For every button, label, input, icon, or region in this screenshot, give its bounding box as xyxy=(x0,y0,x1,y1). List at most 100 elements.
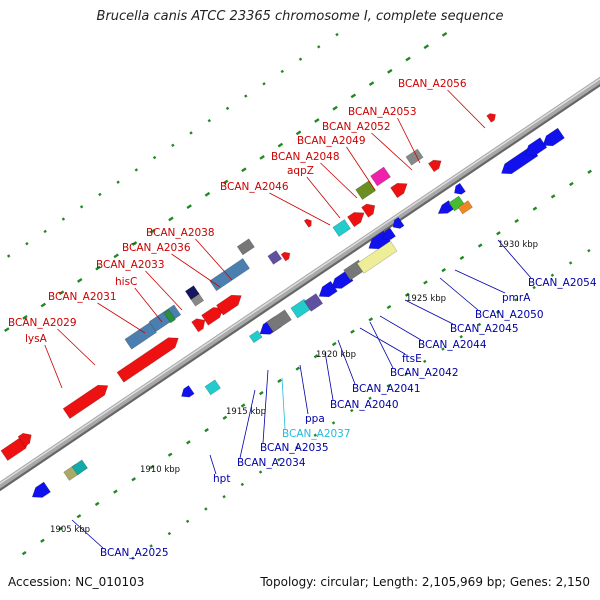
label-connector xyxy=(447,89,486,129)
tick-mark xyxy=(149,228,156,234)
tick-mark xyxy=(317,45,321,49)
label-connector xyxy=(324,351,334,401)
gene-feature xyxy=(181,385,195,398)
tick-mark xyxy=(204,191,211,197)
backbone-line xyxy=(0,76,600,489)
gene-feature xyxy=(332,219,351,237)
tick-mark xyxy=(459,335,463,339)
tick-mark xyxy=(568,261,573,265)
tick-mark xyxy=(149,544,153,548)
tick-mark xyxy=(113,489,118,494)
tick-mark xyxy=(423,359,427,364)
forward-gene-label: hisC xyxy=(115,276,137,288)
tick-mark xyxy=(277,142,284,148)
map-title: Brucella canis ATCC 23365 chromosome I, … xyxy=(96,9,504,24)
gene-feature xyxy=(361,203,376,218)
label-connector xyxy=(359,327,406,355)
tick-mark xyxy=(186,440,191,445)
tick-mark xyxy=(405,56,411,62)
gene-feature xyxy=(116,337,179,383)
gene-feature xyxy=(267,250,283,265)
tick-mark xyxy=(423,44,430,50)
scale-labels: 1905 kbp 1910 kbp 1915 kbp 1920 kbp 1925 kbp… xyxy=(50,240,538,535)
reverse-gene-label: BCAN_A2025 xyxy=(100,547,169,559)
tick-mark xyxy=(76,514,82,519)
gene-feature xyxy=(454,182,466,195)
backbone-highlight xyxy=(0,77,600,485)
tick-mark xyxy=(131,556,135,560)
reverse-gene-label: BCAN_A2054 xyxy=(528,277,597,289)
tick-mark xyxy=(532,206,538,211)
reverse-gene-label: BCAN_A2035 xyxy=(260,442,329,454)
tick-mark xyxy=(350,329,355,334)
tick-mark xyxy=(25,242,29,246)
tick-mark xyxy=(404,371,409,376)
gene-feature xyxy=(347,212,365,228)
gene-feature xyxy=(428,159,442,173)
tick-mark xyxy=(387,68,393,74)
tick-mark xyxy=(61,217,66,221)
forward-gene-label: lysA xyxy=(25,333,48,345)
label-connector xyxy=(454,269,506,294)
tick-mark xyxy=(79,205,84,209)
label-connector xyxy=(346,146,376,191)
tick-mark xyxy=(131,477,136,482)
tick-mark xyxy=(295,366,301,371)
label-connector xyxy=(371,132,413,171)
forward-gene-label: BCAN_A2033 xyxy=(96,259,165,271)
tick-mark xyxy=(550,194,556,199)
tick-mark xyxy=(240,482,245,487)
tick-mark xyxy=(113,253,119,259)
tick-mark xyxy=(222,494,226,499)
tick-mark xyxy=(404,292,410,297)
gene-feature xyxy=(17,432,32,448)
label-connector xyxy=(269,192,331,226)
forward-gene-label: BCAN_A2048 xyxy=(271,151,340,163)
gene-feature xyxy=(248,330,263,344)
tick-mark xyxy=(40,538,45,543)
tick-mark xyxy=(332,105,338,111)
tick-mark xyxy=(441,268,447,273)
gene-feature xyxy=(201,307,224,326)
label-connector xyxy=(239,389,256,459)
tick-mark xyxy=(495,310,500,314)
label-connector xyxy=(134,287,163,323)
reverse-gene-label: BCAN_A2042 xyxy=(390,367,459,379)
scale-label: 1920 kbp xyxy=(316,350,356,360)
gene-feature xyxy=(62,384,109,420)
tick-mark xyxy=(331,421,336,425)
gene-feature xyxy=(370,166,391,187)
tick-mark xyxy=(168,216,174,222)
tick-mark xyxy=(222,179,229,185)
label-connector xyxy=(145,270,183,311)
tick-mark xyxy=(441,31,448,37)
gene-feature xyxy=(355,180,377,201)
tick-mark xyxy=(295,445,299,450)
gene-feature xyxy=(163,309,176,324)
tick-mark xyxy=(277,458,281,462)
reverse-gene-label: BCAN_A2050 xyxy=(475,309,544,321)
label-connector xyxy=(195,238,233,281)
reverse-gene-label: BCAN_A2045 xyxy=(450,323,519,335)
tick-mark xyxy=(204,507,208,511)
gene-feature xyxy=(191,318,206,333)
forward-gene-label: BCAN_A2052 xyxy=(322,121,391,133)
tick-mark xyxy=(98,192,102,197)
tick-mark xyxy=(335,32,339,37)
scale-label: 1905 kbp xyxy=(50,525,90,535)
tick-mark xyxy=(6,254,11,258)
reverse-gene-label: BCAN_A2034 xyxy=(237,457,306,469)
forward-gene-label: BCAN_A2029 xyxy=(8,317,77,329)
label-connector xyxy=(299,364,309,415)
tick-mark xyxy=(4,327,10,333)
tick-mark xyxy=(186,204,192,210)
tick-mark xyxy=(441,347,445,351)
tick-mark xyxy=(423,280,428,285)
scale-label: 1910 kbp xyxy=(140,465,180,475)
gene-feature xyxy=(303,293,324,312)
forward-gene-label: BCAN_A2046 xyxy=(220,181,289,193)
reverse-gene-label: pmrA xyxy=(502,292,531,304)
label-connector xyxy=(320,162,358,199)
label-connector xyxy=(439,277,479,311)
tick-mark xyxy=(171,143,175,147)
